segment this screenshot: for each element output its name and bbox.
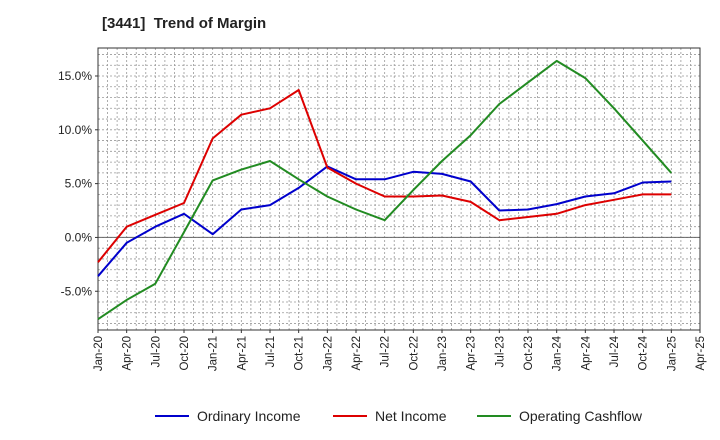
legend-label-ordinary-income: Ordinary Income	[197, 408, 301, 424]
x-tick-label: Jan-20	[93, 336, 105, 371]
x-tick-label: Jan-21	[208, 336, 220, 371]
legend-swatch-net-income	[333, 415, 367, 417]
x-tick-label: Apr-23	[466, 336, 478, 371]
plot-frame	[97, 47, 701, 331]
series-line-ordinary-income	[97, 165, 672, 277]
legend-swatch-operating-cashflow	[477, 415, 511, 417]
x-tick-label: Jul-22	[380, 336, 392, 367]
x-tick-label: Oct-21	[294, 336, 306, 371]
x-tick-label: Apr-20	[122, 336, 134, 371]
y-tick-label: 5.0%	[65, 177, 93, 191]
x-tick-label: Oct-23	[523, 336, 535, 371]
x-tick-label: Jan-23	[437, 336, 449, 371]
legend-swatch-ordinary-income	[155, 415, 189, 417]
x-tick-label: Jul-24	[609, 335, 621, 367]
legend-label-net-income: Net Income	[375, 408, 447, 424]
axes: -5.0% 0.0% 5.0% 10.0% 15.0% Jan-20 Apr-20 Jul-2…	[58, 47, 707, 371]
series-line-net-income	[97, 89, 672, 263]
x-tick-label: Jan-22	[322, 336, 334, 371]
y-tick-label: -5.0%	[61, 284, 93, 298]
series-line-operating-cashflow	[97, 59, 673, 321]
x-tick-label: Oct-22	[408, 336, 420, 371]
x-tick-label: Apr-25	[695, 336, 707, 371]
grid-lines	[98, 48, 700, 330]
x-tick-label: Oct-24	[638, 335, 650, 370]
y-tick-label: 0.0%	[65, 230, 93, 244]
x-tick-label: Apr-22	[351, 336, 363, 371]
legend-label-operating-cashflow: Operating Cashflow	[519, 408, 642, 424]
x-tick-label: Jul-21	[265, 336, 277, 367]
y-tick-label: 15.0%	[58, 69, 92, 83]
x-tick-label: Oct-20	[179, 336, 191, 371]
chart-title: [3441] Trend of Margin	[102, 15, 267, 32]
legend: Ordinary Income Net Income Operating Cas…	[0, 404, 720, 428]
legend-item-net-income[interactable]: Net Income	[333, 404, 447, 428]
x-tick-label: Apr-24	[580, 335, 592, 370]
x-tick-label: Jul-23	[494, 336, 506, 367]
y-tick-label: 10.0%	[58, 123, 92, 137]
legend-item-operating-cashflow[interactable]: Operating Cashflow	[477, 404, 642, 428]
x-tick-label: Jan-24	[552, 335, 564, 371]
x-tick-label: Apr-21	[236, 336, 248, 371]
x-tick-label: Jul-20	[150, 336, 162, 367]
legend-item-ordinary-income[interactable]: Ordinary Income	[155, 404, 300, 428]
x-tick-label: Jan-25	[666, 336, 678, 371]
data-series	[97, 59, 673, 321]
